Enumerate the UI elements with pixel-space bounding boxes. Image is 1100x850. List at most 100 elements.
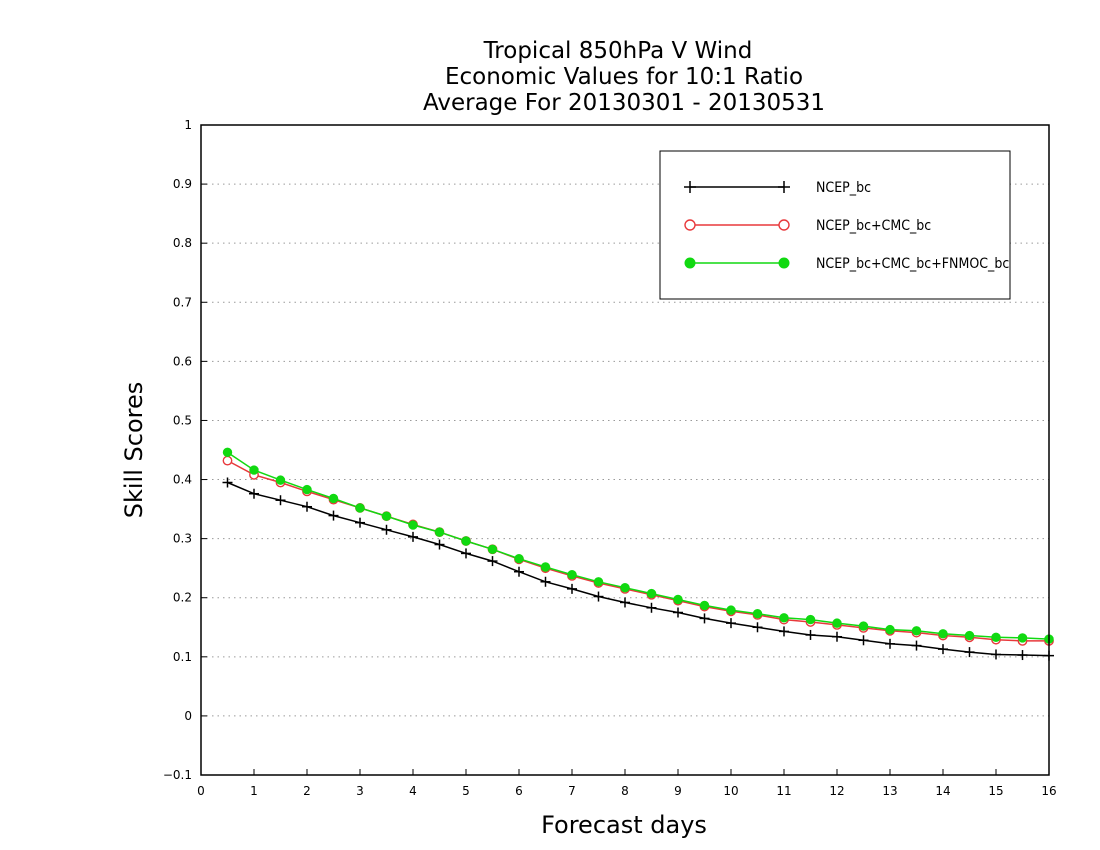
data-point xyxy=(381,524,392,535)
x-tick-label: 8 xyxy=(621,784,629,798)
legend-marker xyxy=(684,257,696,269)
legend-marker xyxy=(684,219,696,231)
data-point xyxy=(249,465,259,475)
data-point xyxy=(858,621,869,631)
legend-item: NCEP_bc+CMC_bc+FNMOC_bc xyxy=(684,256,1009,272)
data-point xyxy=(726,605,736,615)
data-point xyxy=(567,583,577,594)
data-point xyxy=(1017,650,1028,661)
data-point xyxy=(514,554,524,564)
legend-marker xyxy=(778,181,790,193)
data-point xyxy=(938,644,948,655)
y-axis-title: Skill Scores xyxy=(120,382,148,519)
x-axis-title: Forecast days xyxy=(541,811,707,839)
data-point xyxy=(991,632,1001,643)
x-tick-label: 7 xyxy=(568,784,576,798)
data-point xyxy=(302,484,312,495)
data-point xyxy=(620,597,630,608)
data-point xyxy=(885,624,895,635)
data-point xyxy=(752,608,763,619)
series-line xyxy=(227,451,1050,640)
y-tick-label: 0.7 xyxy=(173,295,192,309)
plot-series xyxy=(222,447,1054,661)
legend-label: NCEP_bc+CMC_bc+FNMOC_bc xyxy=(816,256,1009,272)
data-point xyxy=(885,638,895,649)
data-point xyxy=(911,640,922,651)
y-tick-label: 0.5 xyxy=(173,413,192,427)
data-point xyxy=(805,614,816,625)
legend-label: NCEP_bc xyxy=(816,180,871,196)
x-tick-label: 9 xyxy=(674,784,682,798)
y-tick-label: 0.3 xyxy=(173,532,192,546)
x-tick-label: 13 xyxy=(882,784,897,798)
data-point xyxy=(461,536,471,546)
data-point xyxy=(434,527,445,537)
x-tick-label: 6 xyxy=(515,784,523,798)
data-point xyxy=(408,520,418,530)
data-point xyxy=(275,495,286,506)
data-point xyxy=(514,566,524,577)
data-point xyxy=(752,622,763,633)
data-point xyxy=(620,582,630,593)
series-0 xyxy=(222,477,1054,661)
series-2 xyxy=(222,447,1054,644)
x-tick-label: 10 xyxy=(723,784,738,798)
data-point xyxy=(328,510,339,521)
data-point xyxy=(699,600,710,611)
y-tick-label: −0.1 xyxy=(163,768,192,782)
data-point xyxy=(858,635,869,646)
data-point xyxy=(408,531,418,542)
data-point xyxy=(222,477,233,488)
x-tick-label: 3 xyxy=(356,784,364,798)
x-tick-label: 2 xyxy=(303,784,311,798)
legend-item: NCEP_bc+CMC_bc xyxy=(684,218,931,234)
data-point xyxy=(434,539,445,550)
x-tick-label: 11 xyxy=(776,784,791,798)
series-line xyxy=(227,481,1050,657)
chart-title-line-1: Tropical 850hPa V Wind xyxy=(483,38,753,64)
data-point xyxy=(646,588,657,599)
data-point xyxy=(1017,633,1028,643)
y-tick-label: 0.8 xyxy=(173,236,192,250)
data-point xyxy=(832,618,842,628)
data-point xyxy=(461,548,471,559)
legend-item: NCEP_bc xyxy=(684,180,871,196)
legend-marker xyxy=(778,257,790,269)
data-point xyxy=(355,503,365,513)
y-tick-label: 1 xyxy=(184,118,192,132)
data-point xyxy=(991,649,1001,660)
data-point xyxy=(487,556,498,567)
data-point xyxy=(593,577,604,587)
data-point xyxy=(832,631,842,642)
data-point xyxy=(275,475,286,485)
data-point xyxy=(222,447,233,458)
data-point xyxy=(779,626,789,637)
data-point xyxy=(249,488,259,499)
data-point xyxy=(540,576,551,587)
data-point xyxy=(699,613,710,624)
data-point xyxy=(805,629,816,640)
data-point xyxy=(593,591,604,602)
x-tick-label: 14 xyxy=(935,784,950,798)
chart-title-line-2: Economic Values for 10:1 Ratio xyxy=(445,64,803,90)
data-point xyxy=(938,629,948,639)
x-tick-label: 0 xyxy=(197,784,205,798)
data-point xyxy=(726,618,736,629)
series-line xyxy=(227,459,1049,642)
y-tick-label: 0.1 xyxy=(173,650,192,664)
y-tick-label: 0.9 xyxy=(173,177,192,191)
y-tick-label: 0 xyxy=(184,709,192,723)
legend-marker xyxy=(778,219,790,231)
data-point xyxy=(381,511,392,521)
data-point xyxy=(646,602,657,613)
data-point xyxy=(302,501,312,512)
data-point xyxy=(673,594,683,605)
legend-marker xyxy=(684,181,696,193)
legend: NCEP_bc NCEP_bc+CMC_bc NCEP_bc+CMC_bc+FNMO… xyxy=(659,150,1011,300)
data-point xyxy=(911,626,922,636)
data-point xyxy=(355,517,365,528)
chart-title-line-3: Average For 20130301 - 20130531 xyxy=(423,90,825,116)
data-point xyxy=(779,613,789,623)
x-tick-label: 16 xyxy=(1041,784,1056,798)
